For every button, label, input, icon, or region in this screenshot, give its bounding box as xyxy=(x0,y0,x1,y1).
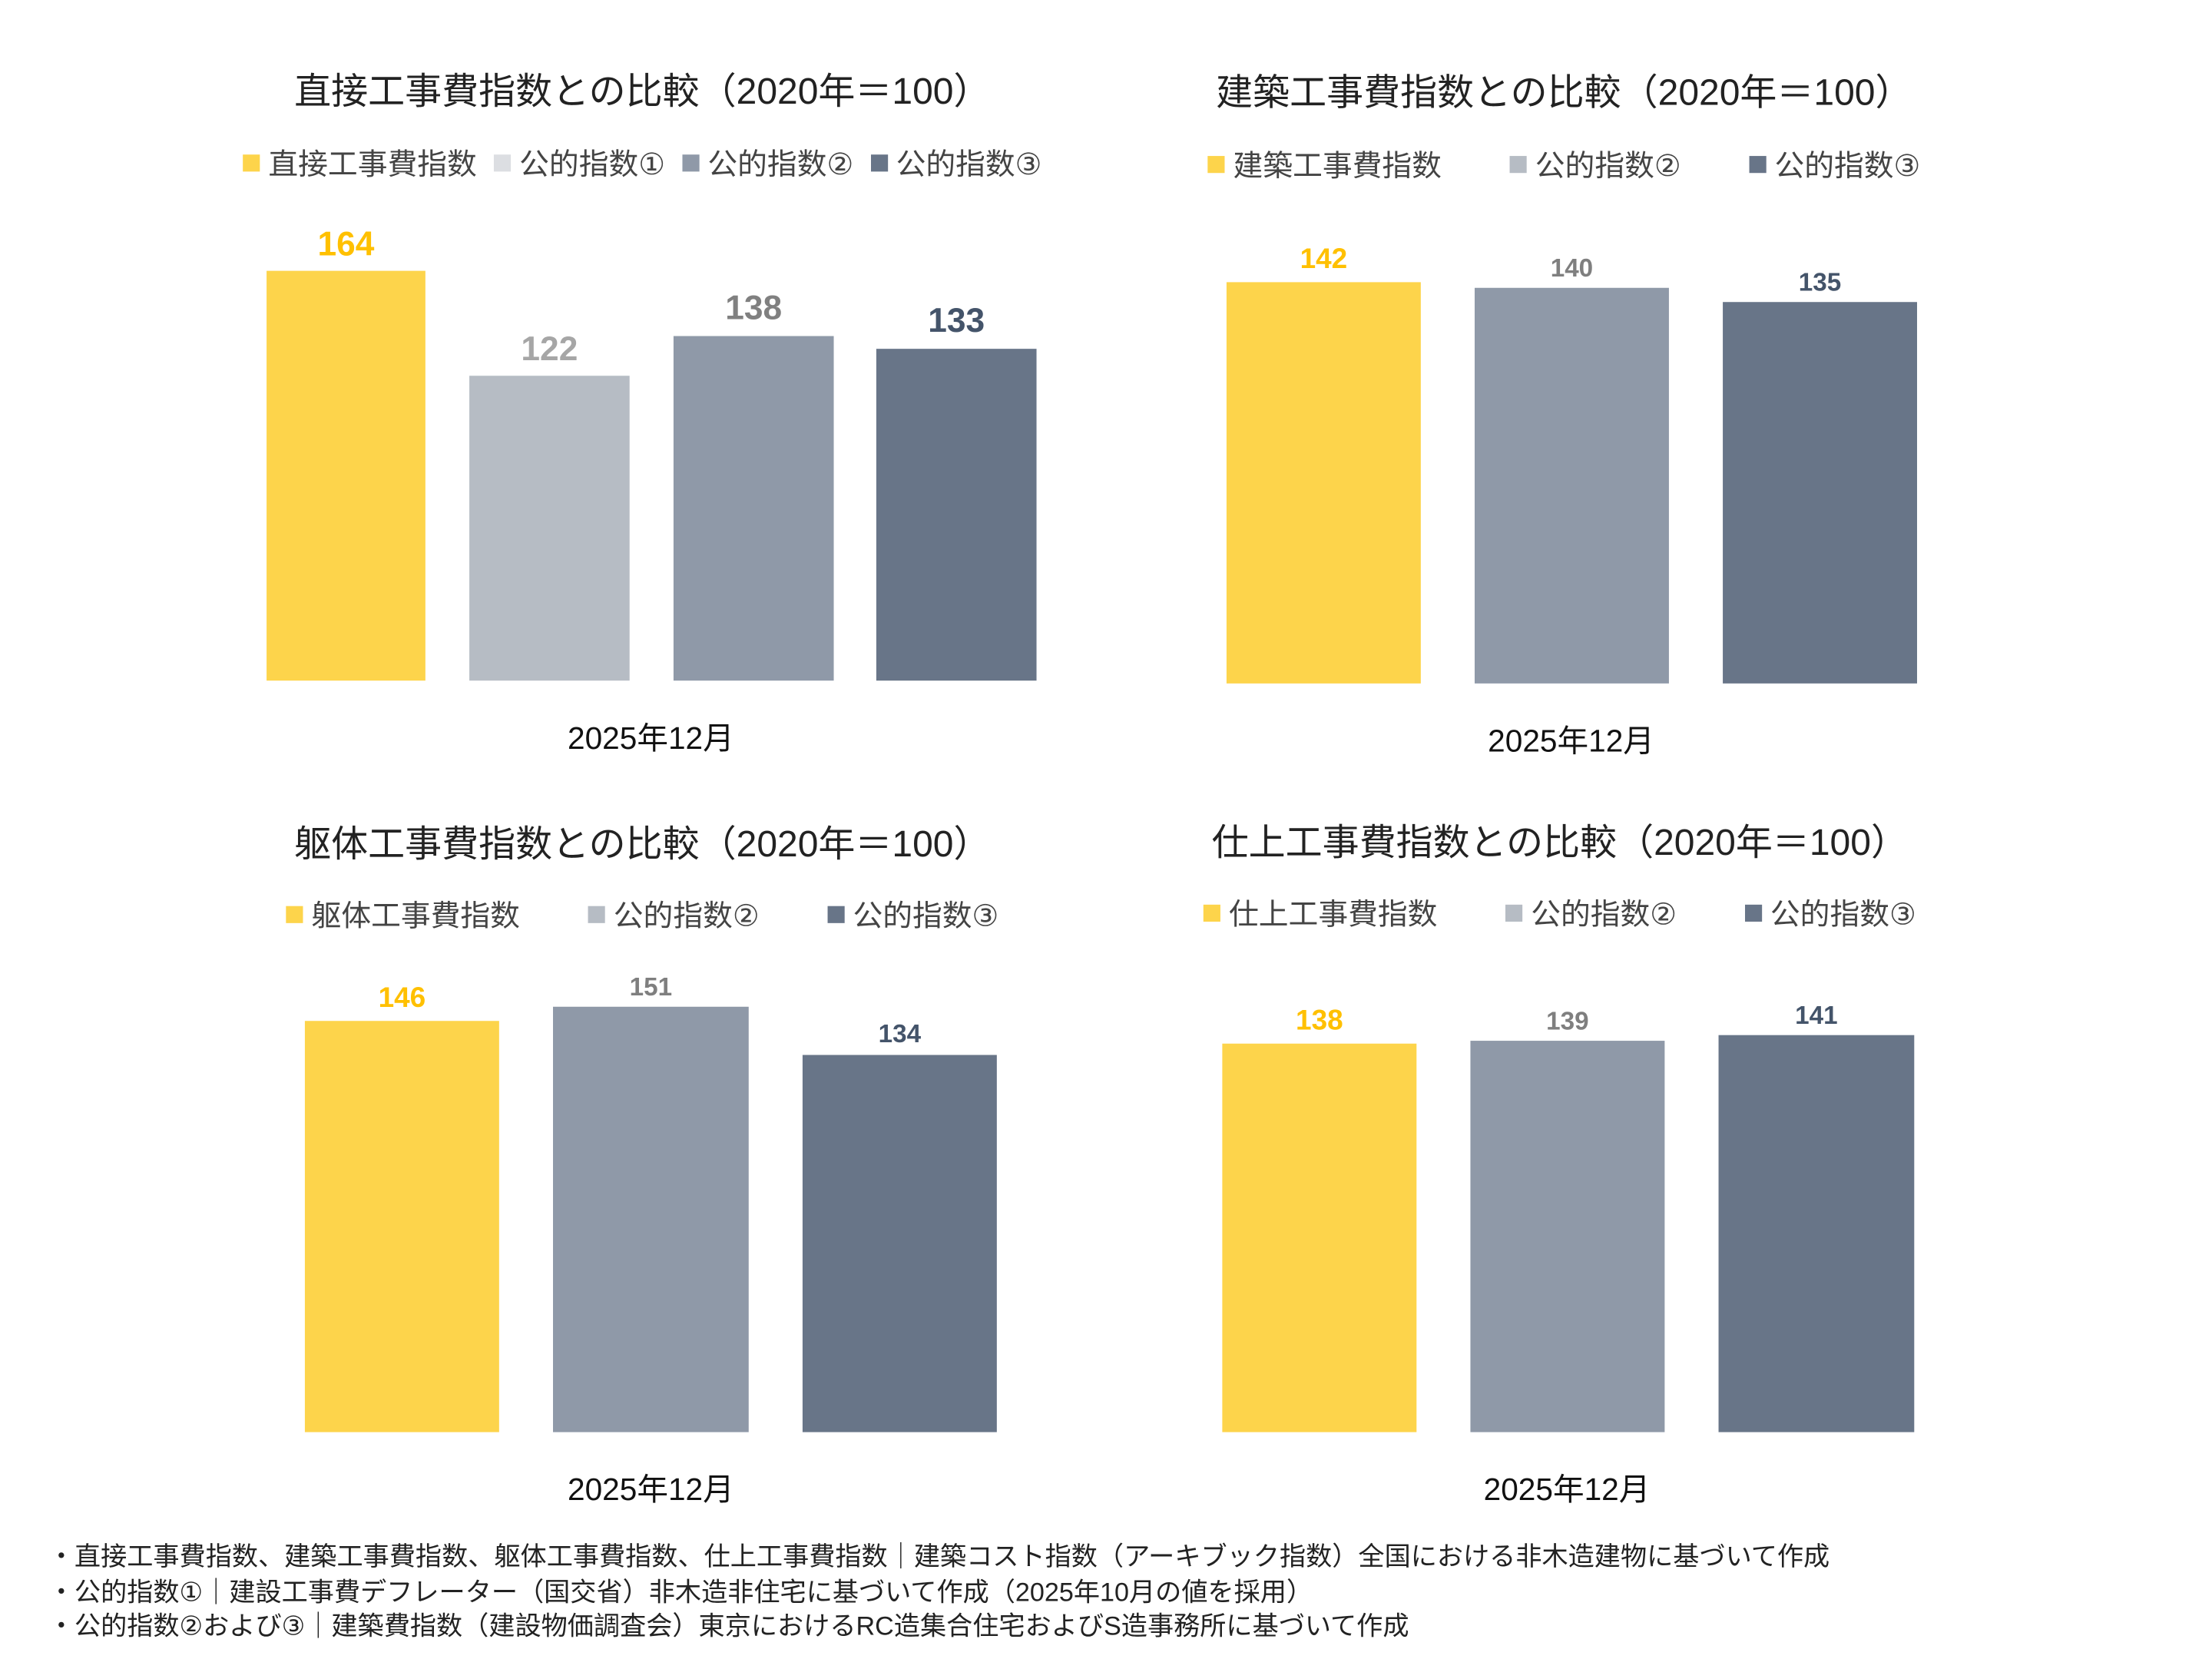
category-label: 2025年12月 xyxy=(1483,1472,1651,1508)
legend-swatch xyxy=(682,154,700,172)
legend: 仕上工事費指数 公的指数② 公的指数③ xyxy=(1203,892,1916,934)
bar xyxy=(1226,282,1421,684)
data-label: 164 xyxy=(317,224,375,263)
footnote: ・公的指数①｜建設工事費デフレーター（国交省）非木造非住宅に基づいて作成（202… xyxy=(48,1575,1313,1606)
legend-item: 躯体工事費指数 xyxy=(286,893,520,935)
chart-title: 躯体工事費指数との比較（2020年＝100） xyxy=(294,822,991,866)
legend-swatch xyxy=(1749,156,1767,174)
legend: 建築工事費指数 公的指数② 公的指数③ xyxy=(1207,143,1920,185)
legend-item: 公的指数② xyxy=(1505,892,1677,934)
legend-label: 公的指数③ xyxy=(1774,150,1921,184)
bar xyxy=(1222,1043,1417,1432)
legend-label: 躯体工事費指数 xyxy=(311,900,520,933)
legend-swatch xyxy=(1744,904,1762,922)
legend-label: 公的指数③ xyxy=(1770,899,1916,932)
bar xyxy=(673,336,834,681)
legend-label: 公的指数③ xyxy=(896,148,1042,182)
legend-swatch xyxy=(870,154,888,172)
bar xyxy=(1718,1035,1915,1432)
legend-label: 直接工事費指数 xyxy=(268,148,477,182)
footnote: ・公的指数②および③｜建築費指数（建設物価調査会）東京におけるRC造集合住宅およ… xyxy=(48,1611,1409,1641)
legend-label: 公的指数② xyxy=(707,148,854,182)
data-label: 135 xyxy=(1798,267,1842,296)
legend-swatch xyxy=(1207,156,1225,174)
data-label: 142 xyxy=(1300,243,1348,276)
bar xyxy=(802,1055,997,1432)
category-label: 2025年12月 xyxy=(567,720,734,756)
legend-swatch xyxy=(827,906,845,923)
legend-swatch xyxy=(1505,904,1523,922)
bar xyxy=(876,348,1037,681)
legend-label: 公的指数② xyxy=(1535,150,1681,184)
legend: 躯体工事費指数 公的指数② 公的指数③ xyxy=(286,893,998,935)
legend-swatch xyxy=(1509,156,1527,174)
legend-item: 公的指数② xyxy=(1509,143,1681,185)
legend-item: 直接工事費指数 xyxy=(243,142,477,184)
footnote: ・直接工事費指数、建築工事費指数、躯体工事費指数、仕上工事費指数｜建築コスト指数… xyxy=(48,1541,1830,1571)
data-label: 151 xyxy=(629,972,673,1001)
legend-label: 建築工事費指数 xyxy=(1233,150,1442,184)
chart-title: 建築工事費指数との比較（2020年＝100） xyxy=(1216,71,1912,114)
chart-title: 仕上工事費指数との比較（2020年＝100） xyxy=(1211,820,1908,864)
legend-label: 仕上工事費指数 xyxy=(1229,899,1438,932)
legend-swatch xyxy=(588,906,605,923)
data-label: 140 xyxy=(1550,253,1594,282)
category-label: 2025年12月 xyxy=(567,1472,734,1508)
legend-swatch xyxy=(1203,904,1220,922)
data-label: 146 xyxy=(378,982,426,1014)
legend-swatch xyxy=(243,154,260,172)
data-label: 122 xyxy=(521,329,578,369)
bar xyxy=(304,1021,499,1432)
data-label: 138 xyxy=(725,290,783,329)
category-label: 2025年12月 xyxy=(1488,723,1654,759)
legend-swatch xyxy=(286,906,303,923)
chart-title: 直接工事費指数との比較（2020年＝100） xyxy=(294,69,991,112)
bar xyxy=(1474,287,1669,684)
legend-item: 公的指数③ xyxy=(827,893,998,935)
legend-item: 公的指数① xyxy=(493,142,666,184)
bar xyxy=(552,1006,749,1432)
legend-label: 公的指数③ xyxy=(853,900,999,933)
legend-swatch xyxy=(493,154,512,172)
bar xyxy=(1470,1040,1665,1432)
data-label: 139 xyxy=(1546,1006,1589,1035)
footnotes: ・直接工事費指数、建築工事費指数、躯体工事費指数、仕上工事費指数｜建築コスト指数… xyxy=(48,1540,1830,1644)
legend-item: 公的指数② xyxy=(588,893,760,935)
data-label: 138 xyxy=(1296,1005,1343,1037)
legend-item: 建築工事費指数 xyxy=(1207,143,1442,185)
bar xyxy=(1723,302,1917,684)
bar xyxy=(469,376,630,681)
data-label: 141 xyxy=(1795,1000,1838,1029)
legend-item: 公的指数③ xyxy=(1744,892,1916,934)
data-label: 133 xyxy=(928,302,985,341)
legend-item: 公的指数② xyxy=(682,142,853,184)
legend-item: 仕上工事費指数 xyxy=(1203,892,1438,934)
bar xyxy=(267,270,426,681)
legend: 直接工事費指数 公的指数① 公的指数② 公的指数③ xyxy=(243,142,1041,184)
legend-label: 公的指数② xyxy=(613,900,760,933)
legend-label: 公的指数② xyxy=(1531,899,1677,932)
legend-label: 公的指数① xyxy=(519,148,666,182)
legend-item: 公的指数③ xyxy=(870,142,1041,184)
data-label: 134 xyxy=(878,1020,922,1049)
legend-item: 公的指数③ xyxy=(1749,143,1920,185)
